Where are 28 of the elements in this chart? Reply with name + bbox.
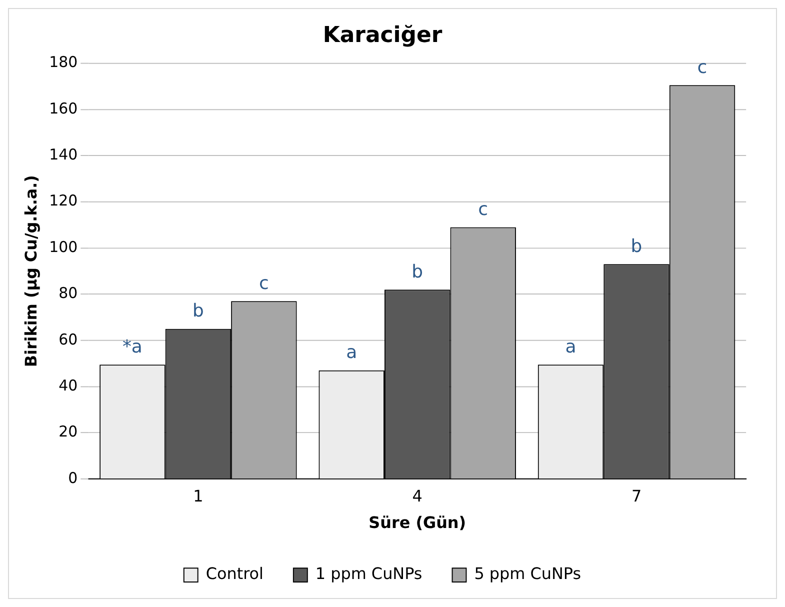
legend-label: 5 ppm CuNPs <box>474 564 582 584</box>
data-label: b <box>630 236 642 257</box>
y-tick-label: 60 <box>58 330 78 348</box>
data-label: b <box>412 261 424 282</box>
y-tick-label: 100 <box>49 238 78 256</box>
y-axis-title: Birikim (µg Cu/g.k.a.) <box>22 175 41 368</box>
data-label: c <box>697 56 708 78</box>
data-label: a <box>565 336 576 358</box>
x-tick-label: 1 <box>193 486 204 506</box>
y-tick-label: 140 <box>49 145 78 164</box>
data-label: b <box>192 300 204 322</box>
y-tick-label: 20 <box>58 422 78 441</box>
x-tick-label: 7 <box>631 486 642 506</box>
data-label: c <box>478 198 488 220</box>
y-tick-label: 160 <box>49 99 78 118</box>
y-tick-label: 0 <box>68 468 78 487</box>
x-tick-label: 4 <box>412 486 422 506</box>
chart-title: Karaciğer <box>322 22 442 48</box>
legend-label: 1 ppm CuNPs <box>315 564 422 584</box>
y-tick-label: 180 <box>49 53 78 72</box>
y-tick-label: 40 <box>58 376 78 394</box>
data-label: a <box>346 342 358 364</box>
data-label: *a <box>122 336 142 358</box>
legend-label: Control <box>206 564 264 584</box>
x-axis-title: Süre (Gün) <box>368 512 466 532</box>
y-tick-label: 80 <box>58 284 78 302</box>
y-tick-label: 120 <box>49 192 78 210</box>
data-label: c <box>259 272 269 294</box>
